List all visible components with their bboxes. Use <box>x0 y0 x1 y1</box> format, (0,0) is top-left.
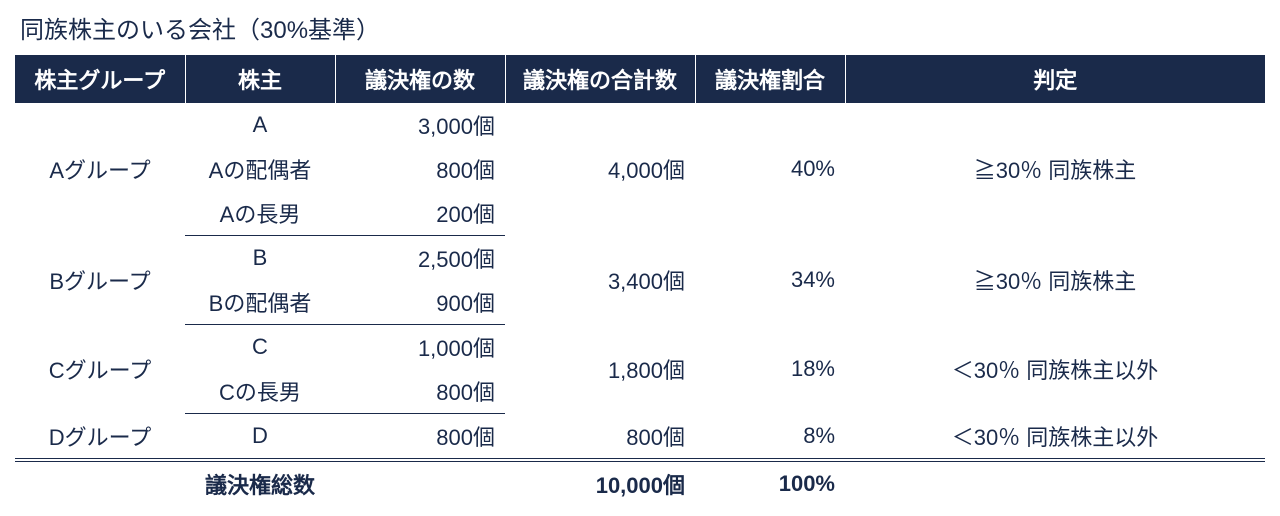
th-group: 株主グループ <box>15 55 185 103</box>
cell-votes: 3,000個 <box>335 103 505 147</box>
cell-ratio: 18% <box>695 325 845 414</box>
cell-group-name: Cグループ <box>15 325 185 414</box>
table-row: BグループB2,500個3,400個34%≧30％ 同族株主 <box>15 236 1265 281</box>
table-header-row: 株主グループ 株主 議決権の数 議決権の合計数 議決権割合 判定 <box>15 55 1265 103</box>
footer-label: 議決権総数 <box>15 460 505 506</box>
footer-ratio: 100% <box>695 460 845 506</box>
cell-ratio: 40% <box>695 103 845 236</box>
th-votes: 議決権の数 <box>335 55 505 103</box>
page-title: 同族株主のいる会社（30%基準） <box>20 10 1265 45</box>
cell-judgment: ＜30％ 同族株主以外 <box>845 325 1265 414</box>
cell-total: 1,800個 <box>505 325 695 414</box>
cell-holder: D <box>185 414 335 461</box>
cell-holder: Bの配偶者 <box>185 280 335 325</box>
cell-votes: 200個 <box>335 191 505 236</box>
table-footer-row: 議決権総数10,000個100% <box>15 460 1265 506</box>
cell-holder: Aの長男 <box>185 191 335 236</box>
cell-ratio: 34% <box>695 236 845 325</box>
cell-group-name: Bグループ <box>15 236 185 325</box>
footer-empty <box>845 460 1265 506</box>
cell-holder: B <box>185 236 335 281</box>
th-holder: 株主 <box>185 55 335 103</box>
footer-total: 10,000個 <box>505 460 695 506</box>
cell-holder: C <box>185 325 335 370</box>
th-ratio: 議決権割合 <box>695 55 845 103</box>
cell-judgment: ＜30％ 同族株主以外 <box>845 414 1265 461</box>
cell-ratio: 8% <box>695 414 845 461</box>
th-total: 議決権の合計数 <box>505 55 695 103</box>
shareholder-table: 株主グループ 株主 議決権の数 議決権の合計数 議決権割合 判定 AグループA3… <box>15 55 1265 506</box>
cell-votes: 2,500個 <box>335 236 505 281</box>
cell-holder: Aの配偶者 <box>185 147 335 191</box>
cell-votes: 1,000個 <box>335 325 505 370</box>
table-row: AグループA3,000個4,000個40%≧30％ 同族株主 <box>15 103 1265 147</box>
cell-votes: 800個 <box>335 147 505 191</box>
cell-total: 4,000個 <box>505 103 695 236</box>
cell-group-name: Aグループ <box>15 103 185 236</box>
th-judgment: 判定 <box>845 55 1265 103</box>
cell-total: 3,400個 <box>505 236 695 325</box>
table-row: DグループD800個800個8%＜30％ 同族株主以外 <box>15 414 1265 461</box>
cell-total: 800個 <box>505 414 695 461</box>
cell-holder: Cの長男 <box>185 369 335 414</box>
cell-judgment: ≧30％ 同族株主 <box>845 236 1265 325</box>
table-row: CグループC1,000個1,800個18%＜30％ 同族株主以外 <box>15 325 1265 370</box>
cell-votes: 800個 <box>335 414 505 461</box>
cell-votes: 900個 <box>335 280 505 325</box>
cell-group-name: Dグループ <box>15 414 185 461</box>
cell-votes: 800個 <box>335 369 505 414</box>
cell-holder: A <box>185 103 335 147</box>
cell-judgment: ≧30％ 同族株主 <box>845 103 1265 236</box>
